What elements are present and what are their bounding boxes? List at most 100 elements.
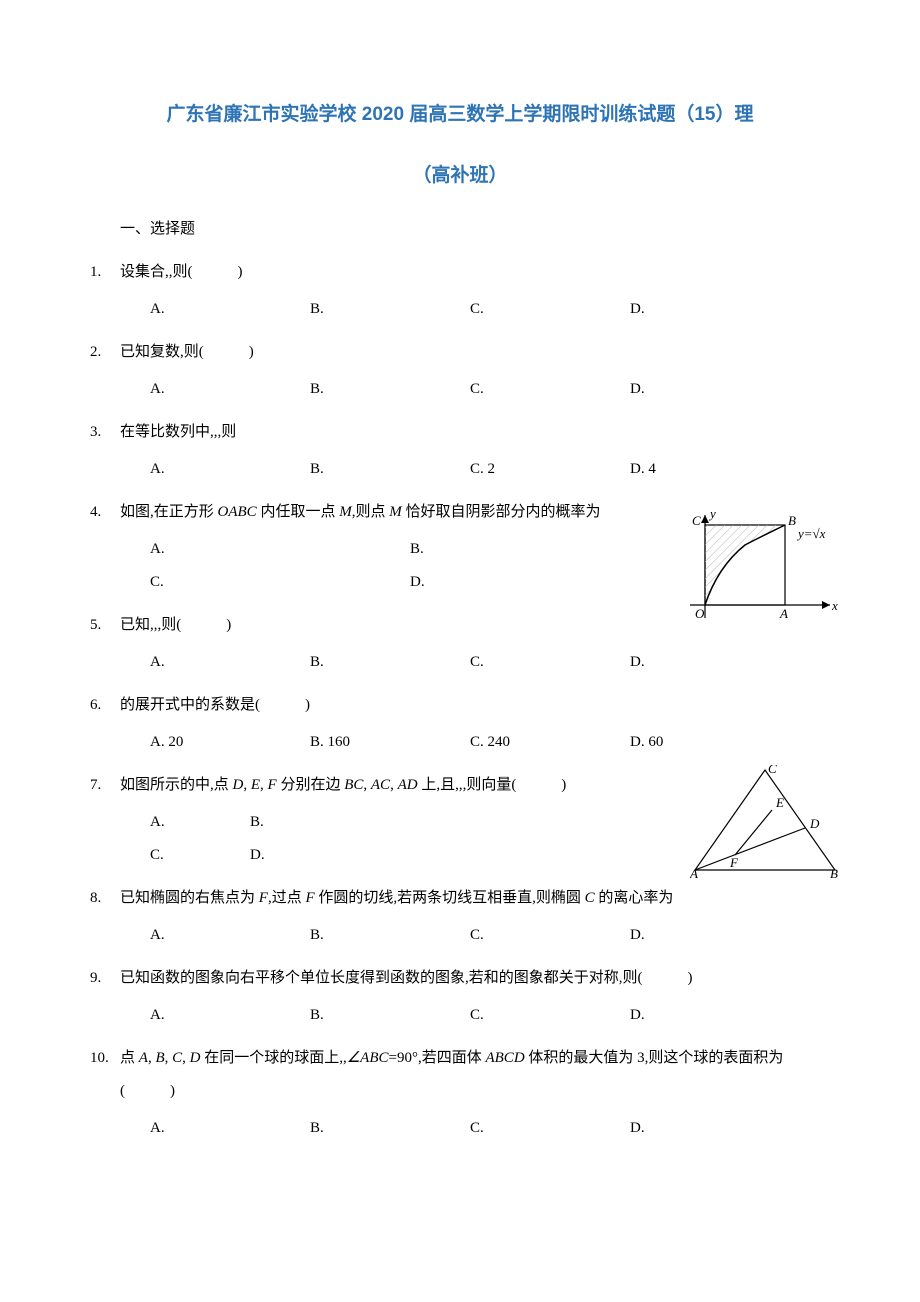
option: D. [630,646,790,679]
option: D. [630,373,790,406]
option: B. [310,373,470,406]
option-label: C. [470,461,488,477]
question-body: 已知椭圆的右焦点为 F,过点 F 作圆的切线,若两条切线互相垂直,则椭圆 C 的… [120,882,830,952]
option-label: C. [470,301,484,317]
question-text: 设集合,,则( ) [120,256,830,289]
option-label: A. [150,301,165,317]
option-label: B. [310,1007,324,1023]
option: A. [150,373,310,406]
option-label: D. [630,654,645,670]
label-A: A [779,606,788,621]
options: A. 20B. 160C. 240D. 60 [120,726,830,759]
option-label: C. [470,734,488,750]
option: D. [250,839,350,872]
question: 3.在等比数列中,,,则 A. B. C. 2 D. 4 [90,416,830,486]
option: A. [150,919,310,952]
option: B. [310,453,470,486]
label-O: O [695,606,705,621]
option: B. [410,533,670,566]
option: A. [150,533,410,566]
option-label: A. [150,461,165,477]
option-label: D. [630,1120,645,1136]
question-number: 7. [90,769,120,872]
option: A. [150,1112,310,1145]
options: A. B. C. D. [120,1112,830,1145]
option-label: D. [630,734,648,750]
options: A. B. C. D. [120,919,830,952]
question-body: 已知函数的图象向右平移个单位长度得到函数的图象,若和的图象都关于对称,则( ) A… [120,962,830,1032]
option: B. [310,646,470,679]
option-value: 4 [648,461,656,477]
question-list: 1.设集合,,则( )A. B. C. D. 2.已知复数,则( )A. B. … [90,256,830,1145]
question-text: 在等比数列中,,,则 [120,416,830,449]
option-label: B. [310,381,324,397]
question-number: 4. [90,496,120,599]
option-value: 2 [488,461,496,477]
question-number: 1. [90,256,120,326]
question-text: 点 A, B, C, D 在同一个球的球面上,,∠ABC=90°,若四面体 AB… [120,1042,830,1108]
question-number: 5. [90,609,120,679]
option: C. [470,919,630,952]
options: A. B. C. D. [120,646,830,679]
option: B. [310,919,470,952]
label-C7: C [768,765,777,776]
option-label: A. [150,1007,165,1023]
option-label: B. [250,814,264,830]
option: C. [150,839,250,872]
option-label: C. [470,654,484,670]
page-subtitle: （高补班） [90,160,830,187]
option-label: B. [310,461,324,477]
figure-q4: O A B C x y y=√x [680,510,840,630]
question-body: 的展开式中的系数是( )A. 20B. 160C. 240D. 60 [120,689,830,759]
options: A. B. C. D. [120,293,830,326]
options: A. B. C. 2 D. 4 [120,453,830,486]
label-B7: B [830,866,838,880]
option: B. [310,293,470,326]
question-number: 9. [90,962,120,1032]
option: D. [630,919,790,952]
option: D. 4 [630,453,790,486]
question: 6.的展开式中的系数是( )A. 20B. 160C. 240D. 60 [90,689,830,759]
option: A. [150,806,250,839]
option-label: B. [410,541,424,557]
question-number: 8. [90,882,120,952]
option-label: A. [150,1120,165,1136]
option: C. [470,373,630,406]
option: A. [150,453,310,486]
options: A. B. C. D. [120,373,830,406]
question: 8.已知椭圆的右焦点为 F,过点 F 作圆的切线,若两条切线互相垂直,则椭圆 C… [90,882,830,952]
option-label: D. [630,381,645,397]
option: D. [630,1112,790,1145]
option: B. [250,806,350,839]
question-number: 6. [90,689,120,759]
option-label: C. [470,1007,484,1023]
question: 9.已知函数的图象向右平移个单位长度得到函数的图象,若和的图象都关于对称,则( … [90,962,830,1032]
option-label: C. [150,847,164,863]
option: A. 20 [150,726,310,759]
option-label: D. [630,301,645,317]
option: A. [150,999,310,1032]
label-y: y [708,510,716,521]
question-number: 2. [90,336,120,406]
option: C. [470,999,630,1032]
question: 10.点 A, B, C, D 在同一个球的球面上,,∠ABC=90°,若四面体… [90,1042,830,1145]
section-heading: 一、选择题 [120,217,830,238]
option-label: C. [470,381,484,397]
option-label: C. [150,574,164,590]
question-text: 已知椭圆的右焦点为 F,过点 F 作圆的切线,若两条切线互相垂直,则椭圆 C 的… [120,882,830,915]
options: A. B. C. D. [120,999,830,1032]
label-E7: E [775,795,784,810]
label-D7: D [809,816,820,831]
question-number: 3. [90,416,120,486]
option-label: B. [310,301,324,317]
option: D. [630,999,790,1032]
option-value: 160 [328,734,351,750]
label-C: C [692,513,701,528]
question-text: 的展开式中的系数是( ) [120,689,830,722]
question-text: 已知函数的图象向右平移个单位长度得到函数的图象,若和的图象都关于对称,则( ) [120,962,830,995]
option-value: 20 [168,734,183,750]
option-label: A. [150,734,168,750]
option-label: D. [630,927,645,943]
option-label: D. [630,1007,645,1023]
label-curve: y=√x [796,526,826,541]
